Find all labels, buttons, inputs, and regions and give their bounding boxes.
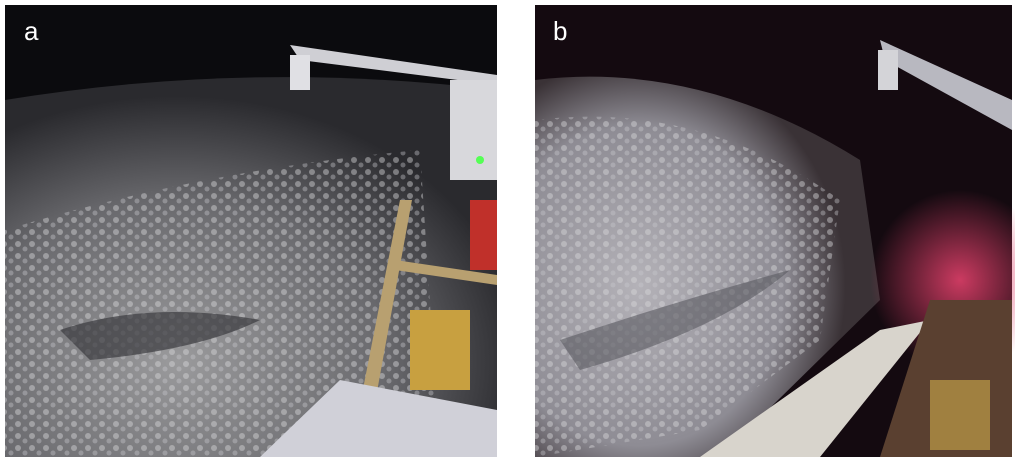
panel-b: b (535, 5, 1015, 457)
panel-label: a (24, 16, 39, 46)
red-box (470, 200, 497, 270)
panel-a: a (5, 5, 497, 457)
led (476, 156, 484, 164)
sensor (878, 50, 898, 90)
panel-label: b (553, 16, 567, 46)
instrument-box (450, 80, 497, 180)
yellow-box (930, 380, 990, 450)
figure: a b (0, 0, 1015, 458)
sensor (290, 55, 310, 90)
yellow-box (410, 310, 470, 390)
